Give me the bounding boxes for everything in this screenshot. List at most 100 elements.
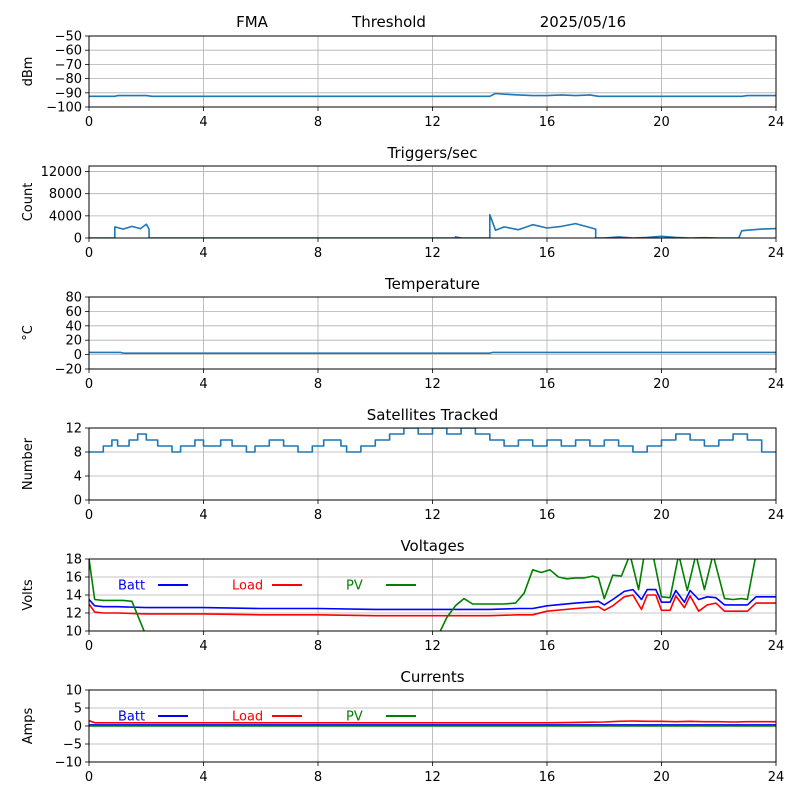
x-tick-label: 12	[424, 770, 441, 785]
x-tick-label: 24	[768, 508, 785, 523]
y-tick-label: 0	[74, 348, 82, 363]
y-tick-label: −10	[55, 756, 82, 771]
x-tick-label: 20	[653, 639, 670, 654]
series-line	[89, 428, 776, 453]
y-tick-label: −70	[55, 58, 82, 73]
y-tick-label: 0	[74, 232, 82, 247]
x-tick-label: 12	[424, 508, 441, 523]
x-tick-label: 20	[653, 770, 670, 785]
y-tick-label: −100	[46, 101, 82, 116]
x-tick-label: 16	[539, 639, 556, 654]
x-tick-label: 20	[653, 377, 670, 392]
y-tick-label: 10	[65, 625, 82, 640]
series-line-load	[89, 594, 776, 617]
y-tick-label: 8	[74, 446, 82, 461]
plot-frame	[88, 689, 777, 763]
x-tick-label: 4	[199, 508, 207, 523]
y-tick-label: 0	[74, 494, 82, 509]
series-line-batt	[89, 588, 776, 611]
chart-title: Satellites Tracked	[367, 406, 498, 424]
y-tick-label: 40	[65, 319, 82, 334]
plot-frame	[88, 296, 777, 370]
legend-label: Batt	[118, 579, 145, 594]
x-tick-label: 24	[768, 639, 785, 654]
chart-title: Voltages	[400, 537, 464, 555]
header-center: Threshold	[351, 13, 426, 31]
y-axis-label: dBm	[21, 57, 36, 87]
y-tick-label: 20	[65, 334, 82, 349]
x-tick-label: 24	[768, 115, 785, 130]
x-tick-label: 24	[768, 770, 785, 785]
chart-title: Triggers/sec	[387, 144, 478, 162]
y-tick-label: 5	[74, 702, 82, 717]
x-tick-label: 12	[424, 377, 441, 392]
legend-label: PV	[346, 579, 363, 594]
legend-label: Batt	[118, 710, 145, 725]
chart-panel-5: 0 4 8 12 16 20 24 10 12 14 16 18 Voltages Volts Batt Lo…	[21, 537, 784, 654]
x-tick-label: 16	[539, 377, 556, 392]
x-tick-label: 0	[85, 246, 93, 261]
y-tick-label: 10	[65, 684, 82, 699]
x-tick-label: 12	[424, 246, 441, 261]
x-tick-label: 8	[314, 115, 322, 130]
y-tick-label: 14	[65, 589, 82, 604]
x-tick-label: 24	[768, 377, 785, 392]
chart-title: Temperature	[384, 275, 480, 293]
series-line	[89, 351, 776, 355]
y-tick-label: 0	[74, 720, 82, 735]
x-tick-label: 8	[314, 508, 322, 523]
plot-frame	[88, 165, 777, 239]
y-axis-label: Volts	[21, 579, 36, 611]
y-tick-label: 80	[65, 291, 82, 306]
x-tick-label: 4	[199, 246, 207, 261]
x-tick-label: 20	[653, 246, 670, 261]
x-tick-label: 0	[85, 770, 93, 785]
chart-panel-1: 0 4 8 12 16 20 24 −100−90−80−70−60−50 dBm	[21, 30, 784, 131]
x-tick-label: 4	[199, 770, 207, 785]
chart-panel-4: 0 4 8 12 16 20 24 0 4 8 12 Satellites Tracked Number	[21, 406, 784, 523]
x-tick-label: 16	[539, 770, 556, 785]
plot-frame	[88, 558, 777, 632]
legend-label: PV	[346, 710, 363, 725]
x-tick-label: 4	[199, 377, 207, 392]
y-tick-label: 4	[74, 470, 82, 485]
x-tick-label: 16	[539, 508, 556, 523]
series-line-load	[89, 719, 776, 724]
series-line	[89, 92, 776, 98]
x-tick-label: 0	[85, 115, 93, 130]
x-tick-label: 8	[314, 246, 322, 261]
y-tick-label: 18	[65, 553, 82, 568]
y-tick-label: −60	[55, 44, 82, 59]
legend-label: Load	[232, 579, 263, 594]
y-tick-label: −90	[55, 86, 82, 101]
plot-frame	[88, 35, 777, 108]
x-tick-label: 8	[314, 377, 322, 392]
header-right: 2025/05/16	[540, 13, 626, 31]
x-tick-label: 0	[85, 377, 93, 392]
x-tick-label: 0	[85, 639, 93, 654]
y-axis-label: Number	[21, 437, 36, 490]
x-tick-label: 16	[539, 115, 556, 130]
y-tick-label: 60	[65, 305, 82, 320]
x-tick-label: 4	[199, 115, 207, 130]
y-axis-label: Count	[21, 183, 36, 222]
x-tick-label: 0	[85, 508, 93, 523]
y-tick-label: 12000	[41, 165, 82, 180]
x-tick-label: 8	[314, 639, 322, 654]
y-tick-label: 12	[65, 422, 82, 437]
x-tick-label: 20	[653, 115, 670, 130]
x-tick-label: 12	[424, 115, 441, 130]
x-tick-label: 20	[653, 508, 670, 523]
grid	[88, 166, 777, 239]
x-tick-label: 24	[768, 246, 785, 261]
header-left: FMA	[236, 13, 269, 31]
x-tick-label: 8	[314, 770, 322, 785]
y-tick-label: −5	[63, 738, 82, 753]
grid	[88, 296, 777, 370]
x-tick-label: 4	[199, 639, 207, 654]
plot-frame	[88, 427, 777, 501]
series-line-pv	[89, 559, 756, 631]
